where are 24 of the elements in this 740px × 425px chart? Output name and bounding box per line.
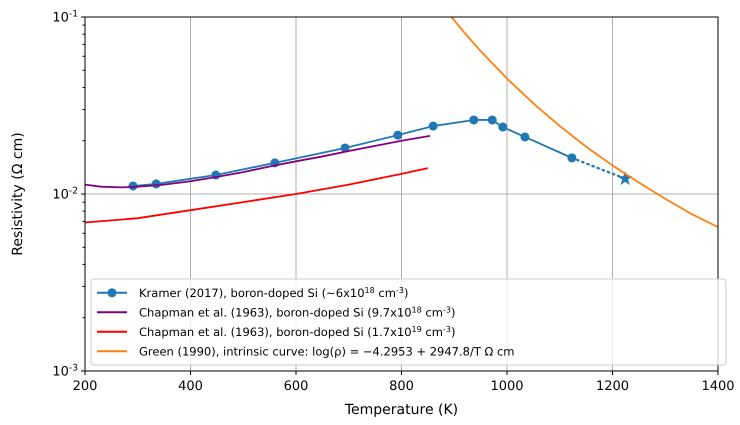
legend-label: Chapman et al. (1963), boron-doped Si (9.7x10$^{18}$ cm$^{-3}$) [139,304,456,320]
point [520,132,530,142]
legend-label: Green (1990), intrinsic curve: log(ρ) = −4.2953 + 2947.8/T Ω cm [139,344,514,358]
legend-label: Chapman et al. (1963), boron-doped Si (1.7x10$^{19}$ cm$^{-3}$) [139,324,456,339]
y-tick-label: 10$^{-2}$ [52,186,78,203]
line-series [85,167,429,224]
x-tick-label: 1400 [701,379,735,394]
x-axis-title: Temperature (K) [344,402,458,418]
x-tick-label: 1000 [490,379,524,394]
point [428,122,438,131]
x-tick-label: 1200 [596,379,630,394]
y-tick-label: 10$^{-3}$ [52,364,78,380]
legend-label: Kramer (2017), boron-doped Si (~6x10$^{18}$ cm$^{-3}$) [139,285,408,300]
point [469,115,478,124]
point [498,122,508,132]
x-tick-label: 600 [284,379,308,394]
line-series [450,17,718,228]
x-tick-label: 400 [178,379,203,394]
y-tick-label: 10$^{-1}$ [52,10,78,26]
y-axis-title: Resistivity (Ω cm) [10,132,26,256]
x-tick-label: 200 [72,379,98,394]
point [488,115,497,124]
point [393,130,402,140]
x-tick-label: 800 [389,379,414,394]
